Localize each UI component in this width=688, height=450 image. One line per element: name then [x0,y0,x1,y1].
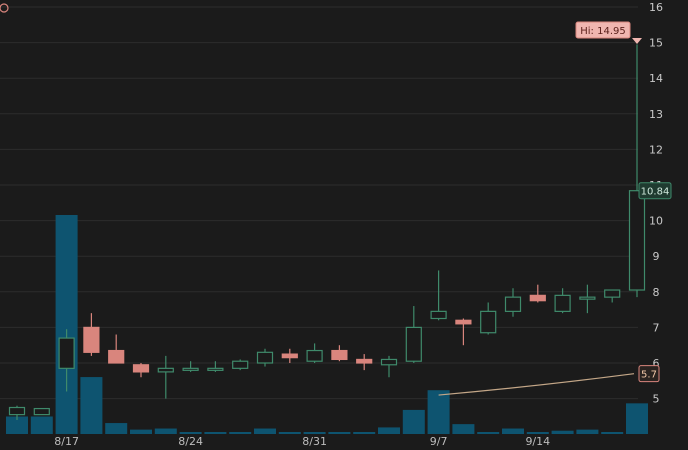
volume-bar [452,424,474,434]
volume-bar [105,423,127,434]
volume-bar [552,431,574,434]
volume-bar [527,432,549,434]
candle-body [332,351,347,360]
volume-bar [279,432,301,434]
y-tick-label: 12 [649,143,663,156]
ma-value-label: 5.7 [639,366,659,382]
volume-bar [328,432,350,434]
volume-bar [403,410,425,434]
candle-body [406,327,421,361]
x-tick-label: 8/31 [302,435,327,448]
candle-body [282,354,297,358]
x-tick-label: 9/14 [525,435,550,448]
y-tick-label: 8 [653,286,660,299]
volume-bar [428,390,450,434]
last-price-label-text: 10.84 [641,187,670,198]
volume-bar [31,416,53,434]
last-price-label: 10.84 [639,183,671,199]
volume-bar [378,427,400,434]
candle-body [59,338,74,368]
volume-bar [130,430,152,434]
candle-body [208,368,223,370]
volume-bar [601,432,623,434]
candle-body [630,191,645,290]
volume-bar [229,432,251,434]
y-tick-label: 16 [649,1,663,14]
candle-body [382,359,397,364]
volume-bar [155,429,177,434]
candle-body [481,311,496,332]
candle-body [605,290,620,297]
y-tick-label: 5 [653,393,660,406]
ma-value-label-text: 5.7 [641,370,657,381]
candle-body [233,361,248,368]
high-price-label: Hi: 14.95 [576,22,630,38]
x-tick-label: 9/7 [430,435,448,448]
volume-bar [626,403,648,434]
candle-body [258,352,273,363]
candle-body [580,297,595,299]
candle-body [158,368,173,372]
y-tick-label: 9 [653,250,660,263]
candle-body [10,408,25,415]
volume-bar [56,215,78,434]
volume-bar [180,432,202,434]
y-tick-label: 10 [649,215,663,228]
y-tick-label: 7 [653,321,660,334]
candle-body [357,359,372,363]
candle-body [183,368,198,370]
volume-bar [254,429,276,434]
x-tick-label: 8/24 [178,435,203,448]
candle-body [307,351,322,362]
candle-body [109,351,124,363]
high-price-label-text: Hi: 14.95 [580,26,625,37]
y-tick-label: 13 [649,108,663,121]
candle [233,359,248,370]
candle [34,409,49,415]
volume-bar [353,432,375,434]
volume-bar [304,432,326,434]
volume-bar [80,377,102,434]
candle-body [555,295,570,311]
candle-body [431,311,446,318]
volume-bar [204,432,226,434]
candle-body [34,409,49,415]
candle-body [530,295,545,300]
volume-bar [576,430,598,434]
y-tick-label: 15 [649,37,663,50]
volume-bar [502,429,524,434]
x-tick-label: 8/17 [54,435,79,448]
candle-body [456,320,471,324]
y-tick-label: 14 [649,72,663,85]
candle-body [134,365,149,372]
candle-body [84,327,99,352]
candle-body [506,297,521,311]
volume-bar [477,432,499,434]
